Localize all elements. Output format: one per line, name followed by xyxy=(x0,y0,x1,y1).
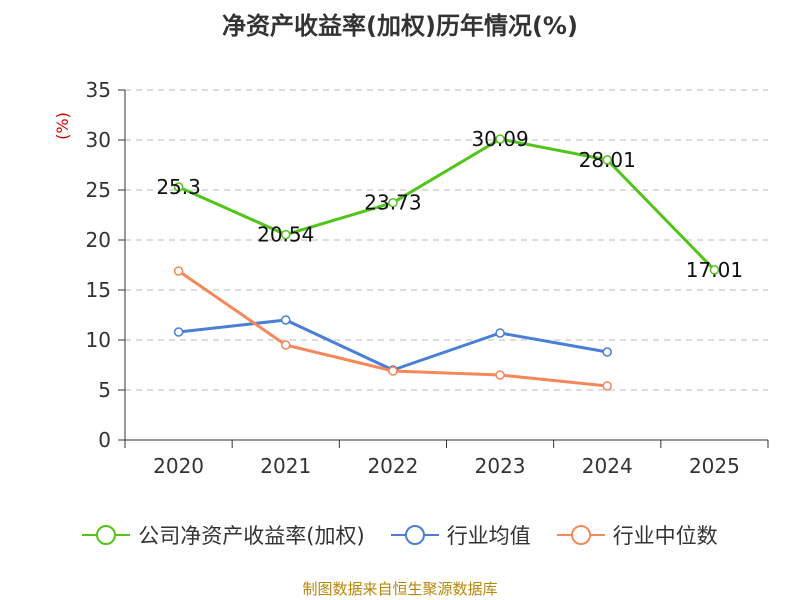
x-tick-label: 2024 xyxy=(582,454,633,478)
data-point xyxy=(495,370,505,380)
legend-item-2[interactable]: 行业中位数 xyxy=(556,520,718,550)
data-label: 28.01 xyxy=(579,148,636,172)
legend-item-0[interactable]: 公司净资产收益率(加权) xyxy=(82,520,365,550)
data-point xyxy=(602,381,612,391)
x-tick-label: 2022 xyxy=(367,454,418,478)
x-tick-label: 2025 xyxy=(689,454,740,478)
y-tick-label: 35 xyxy=(86,78,111,102)
source-note: 制图数据来自恒生聚源数据库 xyxy=(302,580,498,598)
data-point xyxy=(388,366,398,376)
y-tick-label: 0 xyxy=(98,428,111,452)
y-axis-unit-label: (%) xyxy=(53,112,72,140)
x-tick-label: 2020 xyxy=(153,454,204,478)
data-point xyxy=(388,197,398,208)
data-point xyxy=(495,134,505,144)
data-label: 17.01 xyxy=(686,258,743,282)
y-tick-label: 5 xyxy=(98,378,111,402)
series-line-1 xyxy=(178,318,608,372)
legend-marker-icon xyxy=(556,525,605,545)
data-point xyxy=(281,229,291,240)
data-point xyxy=(173,327,184,337)
y-tick-label: 20 xyxy=(86,228,111,252)
data-point xyxy=(281,340,291,350)
x-tick-label: 2021 xyxy=(260,454,311,478)
legend-label: 行业均值 xyxy=(446,524,531,548)
data-point xyxy=(173,266,184,276)
y-tick-label: 25 xyxy=(86,178,111,202)
data-label: 23.73 xyxy=(364,191,421,215)
legend-marker-circle xyxy=(404,525,425,545)
legend-label: 公司净资产收益率(加权) xyxy=(138,524,365,548)
legend-item-1[interactable]: 行业均值 xyxy=(390,520,531,550)
data-point xyxy=(602,155,612,165)
legend-marker-circle xyxy=(570,525,591,545)
data-point xyxy=(281,315,291,325)
y-tick-label: 15 xyxy=(86,278,111,302)
data-point xyxy=(602,347,612,357)
legend-marker-icon xyxy=(82,525,131,545)
legend-marker-icon xyxy=(390,525,439,545)
legend-label: 行业中位数 xyxy=(612,524,718,548)
y-tick-label: 10 xyxy=(86,328,111,352)
y-tick-label: 30 xyxy=(86,128,111,152)
data-label: 30.09 xyxy=(471,127,528,151)
chart-title: 净资产收益率(加权)历年情况(%) xyxy=(222,12,578,40)
legend: 公司净资产收益率(加权) 行业均值 行业中位数 xyxy=(0,520,800,550)
data-point xyxy=(495,328,505,338)
data-label: 20.54 xyxy=(257,223,314,247)
series-line-0 xyxy=(177,137,716,271)
data-point xyxy=(709,265,720,275)
data-label: 25.3 xyxy=(156,175,201,199)
legend-marker-circle xyxy=(96,525,117,545)
data-point xyxy=(173,182,184,192)
x-tick-label: 2023 xyxy=(475,454,526,478)
